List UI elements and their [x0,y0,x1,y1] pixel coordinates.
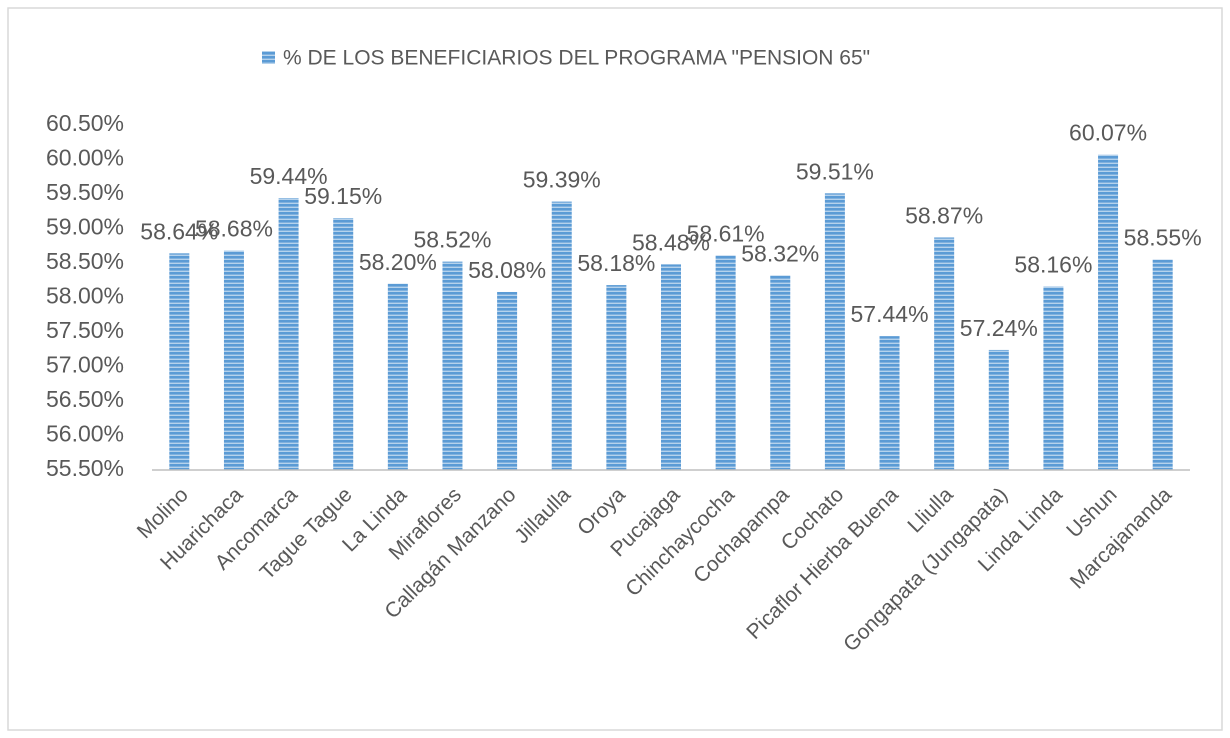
y-tick-label: 60.50% [46,110,124,136]
data-label: 58.20% [359,249,437,275]
data-label: 57.44% [851,301,929,327]
y-tick-label: 56.50% [46,386,124,412]
y-tick-label: 59.00% [46,214,124,240]
data-label: 59.39% [523,167,601,193]
data-label: 59.15% [304,183,382,209]
data-label: 58.48% [632,229,710,255]
y-tick-label: 55.50% [46,455,124,481]
data-label: 58.08% [468,257,546,283]
y-tick-label: 60.00% [46,145,124,171]
bar [223,250,244,470]
bar [1098,154,1119,471]
data-label: 59.51% [796,158,874,184]
bar [661,264,681,470]
data-label: 57.24% [960,315,1038,341]
bar [824,193,845,470]
y-tick-label: 57.50% [46,317,124,343]
bar [770,275,791,470]
legend-label: % DE LOS BENEFICIARIOS DEL PROGRAMA "PEN… [283,47,870,70]
data-label: 58.68% [195,216,273,242]
bar [1043,286,1064,470]
bar [497,291,518,470]
data-label: 58.64% [140,218,218,244]
bar [715,255,736,470]
bar [169,253,190,470]
y-tick-label: 56.00% [46,421,124,447]
legend-swatch [262,51,275,64]
bar [606,285,627,470]
data-label: 58.16% [1014,252,1092,278]
data-label: 60.07% [1069,120,1147,146]
y-tick-label: 57.00% [46,352,124,378]
y-tick-label: 58.00% [46,283,124,309]
bar [333,218,354,470]
data-label: 58.32% [741,240,819,266]
data-label: 58.52% [413,227,491,253]
bar [387,283,408,470]
data-label: 58.61% [687,220,765,246]
bar [551,201,572,470]
bar [278,198,299,470]
data-label: 58.55% [1124,225,1202,251]
bar [442,261,463,470]
data-label: 59.44% [250,163,328,189]
bar [1152,259,1173,470]
data-label: 58.87% [905,203,983,229]
y-tick-label: 59.50% [46,179,124,205]
y-tick-label: 58.50% [46,248,124,274]
bar [988,349,1009,470]
bar [879,336,900,470]
bar [934,237,955,470]
data-label: 58.18% [577,250,655,276]
